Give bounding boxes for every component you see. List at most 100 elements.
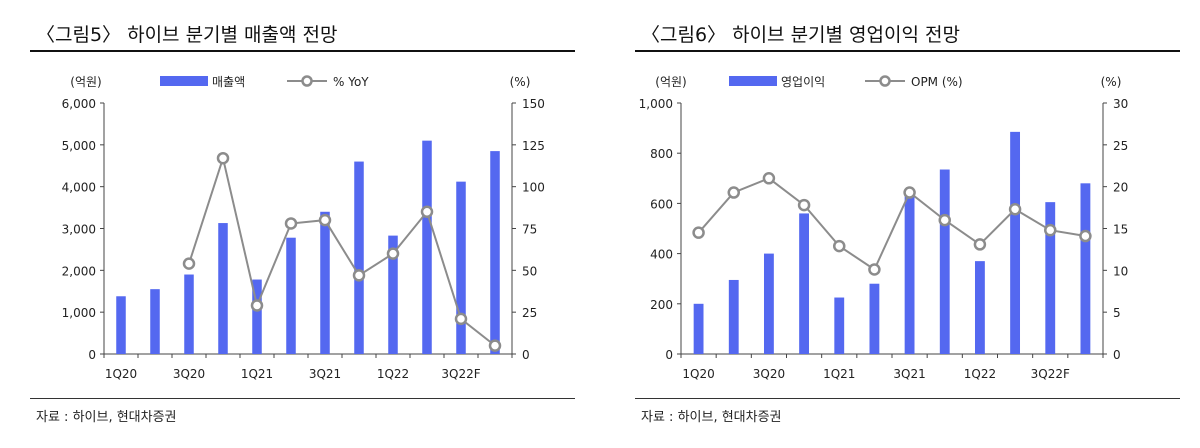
y-tick-label-right: 15 (1113, 223, 1128, 237)
x-tick-label: 1Q21 (823, 367, 855, 381)
bar (799, 213, 810, 354)
bar (320, 211, 330, 354)
line-point (833, 239, 846, 253)
line-point (420, 205, 434, 219)
y-tick-label-left: 3,000 (62, 223, 96, 237)
line-point (868, 263, 881, 276)
x-tick-label: 3Q22F (441, 367, 480, 381)
line-point (797, 198, 811, 212)
chart-panel-operating-profit: 〈그림6〉 하이브 분기별 영업이익 전망 (억원) (%) 영업이익 OPM (%)… (605, 0, 1185, 448)
line-point (216, 151, 230, 165)
y-tick-label-right: 150 (522, 97, 545, 111)
x-tick-label: 1Q22 (964, 367, 996, 381)
x-tick-label: 1Q20 (105, 367, 137, 381)
line-point (250, 299, 264, 312)
line-point (973, 238, 987, 251)
x-tick-label: 3Q20 (753, 367, 785, 381)
y-tick-label-left: 4,000 (62, 181, 96, 195)
y-tick-label-right: 75 (522, 223, 537, 237)
y-axis-right-label: (%) (1101, 75, 1122, 89)
legend-label-bar: 영업이익 (781, 75, 825, 89)
y-axis-left-label: (억원) (655, 75, 686, 89)
line-point (454, 312, 468, 326)
line-point (488, 339, 502, 352)
y-tick-label-right: 125 (522, 139, 545, 153)
y-tick-label-left: 400 (650, 248, 673, 262)
series-line (697, 177, 1086, 271)
y-tick-label-right: 0 (1113, 348, 1121, 362)
legend-swatch-bar (160, 76, 208, 86)
legend-label-line: OPM (%) (911, 75, 963, 89)
bottom-rule (635, 398, 1180, 399)
line-point (182, 257, 196, 270)
series-line (188, 154, 496, 347)
x-tick-label: 1Q20 (682, 367, 714, 381)
y-tick-label-left: 6,000 (62, 97, 96, 111)
y-tick-label-right: 25 (1113, 139, 1128, 153)
bar (422, 140, 432, 354)
y-tick-label-left: 5,000 (62, 139, 96, 153)
bar (354, 161, 364, 354)
line-point (762, 172, 776, 185)
source-note: 자료 : 하이브, 현대차증권 (36, 410, 177, 425)
chart-title: 〈그림6〉 하이브 분기별 영업이익 전망 (641, 24, 960, 46)
bar (1010, 131, 1021, 354)
line-point (1079, 229, 1092, 243)
y-tick-label-left: 2,000 (62, 264, 96, 278)
bar (490, 151, 500, 354)
y-axis-left-label: (억원) (70, 75, 101, 89)
bar (1080, 183, 1091, 354)
line-point (1044, 223, 1057, 237)
y-tick-label-right: 20 (1113, 181, 1128, 195)
legend-marker (879, 75, 891, 87)
line-point (938, 213, 951, 227)
bar (974, 261, 985, 354)
line-point (903, 186, 916, 199)
line-point (386, 247, 400, 260)
legend-label-line: % YoY (333, 75, 369, 89)
legend-label-bar: 매출액 (212, 75, 245, 89)
chart-title: 〈그림5〉 하이브 분기별 매출액 전망 (36, 24, 338, 46)
bar (693, 303, 704, 354)
source-note: 자료 : 하이브, 현대차증권 (641, 410, 782, 425)
chart-panel-revenue: 〈그림5〉 하이브 분기별 매출액 전망 (억원) (%) 매출액 % YoY 6,00… (0, 0, 580, 448)
y-tick-label-left: 600 (650, 197, 673, 211)
title-rule (30, 50, 575, 52)
y-tick-label-right: 0 (522, 348, 530, 362)
x-tick-label: 3Q21 (309, 367, 341, 381)
y-tick-label-right: 100 (522, 181, 545, 195)
bar (252, 279, 262, 354)
y-tick-label-left: 200 (650, 298, 673, 312)
y-tick-label-right: 10 (1113, 264, 1128, 278)
bottom-rule (30, 398, 575, 399)
y-tick-label-left: 1,000 (639, 97, 673, 111)
line-point (284, 217, 298, 230)
bar (184, 274, 194, 354)
bar (763, 253, 774, 354)
bar (869, 283, 880, 354)
y-tick-label-right: 30 (1113, 97, 1128, 111)
chart-operating-profit: (억원) (%)영업이익 OPM (%)1,00080060040020003025… (639, 75, 1129, 381)
y-tick-label-left: 800 (650, 147, 673, 161)
x-tick-label: 3Q20 (173, 367, 205, 381)
line-point (692, 226, 705, 239)
line-point (352, 269, 366, 282)
legend-swatch-bar (729, 76, 777, 86)
line-point (318, 213, 332, 227)
y-tick-label-left: 0 (665, 348, 673, 362)
legend-marker (301, 75, 313, 87)
y-tick-label-left: 0 (88, 348, 96, 362)
x-tick-label: 1Q22 (377, 367, 409, 381)
y-tick-label-left: 1,000 (62, 306, 96, 320)
y-tick-label-right: 25 (522, 306, 537, 320)
bar (904, 190, 915, 354)
bar (150, 289, 160, 354)
bar (388, 235, 398, 354)
line-point (1008, 203, 1022, 216)
bar (116, 296, 126, 354)
chart-revenue: (억원) (%) 매출액 % YoY 6,000 5,000 4,000 3,000 2,000… (62, 75, 545, 381)
bar (1045, 202, 1056, 354)
y-tick-label-right: 5 (1113, 306, 1121, 320)
bar (286, 237, 296, 354)
y-tick-label-right: 50 (522, 264, 537, 278)
